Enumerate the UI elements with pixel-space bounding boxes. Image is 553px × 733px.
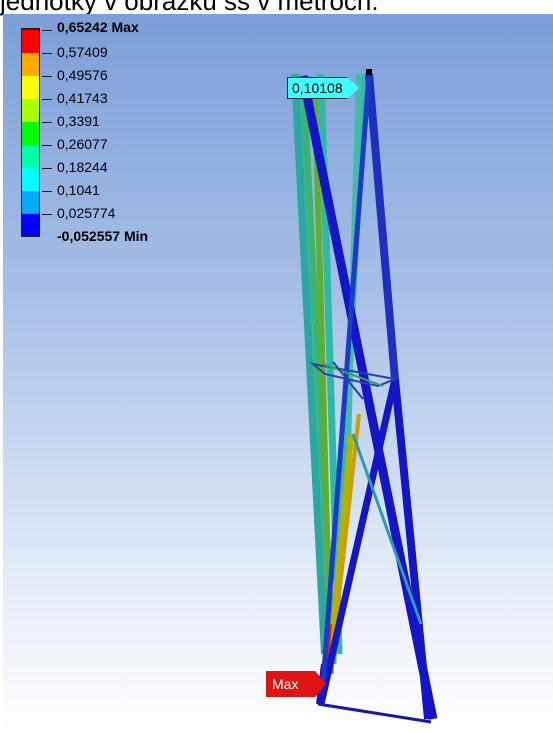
legend-tick (42, 168, 52, 169)
legend-swatch-cyan (21, 168, 40, 191)
legend-tick (42, 214, 52, 215)
max-marker-label: Max (272, 676, 299, 692)
legend-label: 0,18244 (57, 159, 108, 175)
legend-label: 0,49576 (57, 67, 108, 83)
legend-max-label: 0,65242 Max (57, 19, 139, 35)
legend-swatch-red (21, 30, 40, 53)
legend-tick (42, 53, 52, 54)
legend-swatch-blue (21, 214, 40, 237)
legend-tick (42, 145, 52, 146)
legend-label: 0,025774 (57, 205, 116, 221)
legend-label: 0,26077 (57, 136, 108, 152)
legend-swatch-lightblue (21, 191, 40, 214)
legend-tick (42, 122, 52, 123)
truss-model[interactable] (3, 14, 553, 733)
legend-tick (42, 30, 52, 31)
max-marker[interactable]: Max (266, 671, 326, 697)
legend-label: 0,1041 (57, 182, 100, 198)
legend-cap-top (21, 28, 40, 30)
legend-swatch-green (21, 122, 40, 145)
legend-tick (42, 99, 52, 100)
legend-label: 0,57409 (57, 44, 108, 60)
legend-tick (42, 191, 52, 192)
legend-min-label: -0,052557 Min (57, 228, 149, 244)
legend-swatch-yellowgreen (21, 99, 40, 122)
caption-text: jednotky v obrázku ss v metroch. (0, 0, 379, 16)
legend-swatch-orange (21, 53, 40, 76)
graphics-viewport[interactable]: 0,65242 Max 0,57409 0,49576 0,41743 0,33… (3, 14, 553, 733)
probe-value: 0,10108 (292, 80, 343, 96)
legend-entry: 0,65242 Max (21, 19, 201, 42)
legend-label: 0,41743 (57, 90, 108, 106)
legend-swatch-yellow (21, 76, 40, 99)
legend-tick (42, 76, 52, 77)
legend-cap-bottom (21, 235, 40, 237)
probe-label[interactable]: 0,10108 (287, 77, 360, 99)
legend-label: 0,3391 (57, 113, 100, 129)
legend-swatch-aqua (21, 145, 40, 168)
